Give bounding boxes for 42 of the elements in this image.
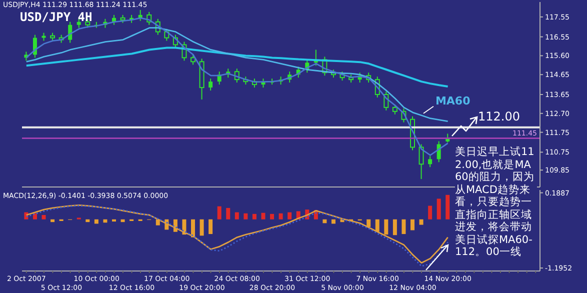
- bar: [278, 213, 283, 220]
- bar: [252, 214, 256, 220]
- bar: [392, 219, 397, 236]
- bar: [366, 219, 371, 227]
- bar: [208, 219, 213, 234]
- bar: [112, 219, 116, 222]
- bar: [288, 212, 292, 220]
- bar: [270, 214, 274, 220]
- candlestick: [418, 144, 424, 180]
- bar: [419, 219, 424, 225]
- bar: [94, 219, 98, 224]
- bar: [446, 194, 450, 220]
- ref-line-label: 112.00: [478, 109, 520, 124]
- bar: [436, 198, 441, 220]
- bar: [410, 219, 414, 230]
- candlestick: [208, 78, 213, 92]
- bar: [191, 219, 196, 238]
- bar: [86, 219, 90, 222]
- candlestick: [68, 21, 72, 44]
- text: 美日迟早上试112.00,也就是MA60的阻力，因为从MACD趋势来看，只要趋势一直指向正轴区域进发，将会带动美日试探MA60-112。00一线: [455, 146, 534, 258]
- candlestick: [428, 156, 432, 168]
- bar: [402, 219, 406, 234]
- bar: [103, 219, 108, 223]
- bar: [331, 219, 336, 224]
- bar: [42, 215, 46, 220]
- text: USD/JPY 4H: [20, 10, 92, 24]
- bar: [261, 212, 266, 220]
- bar: [234, 212, 239, 220]
- bar: [32, 213, 37, 220]
- bar: [50, 219, 55, 222]
- bar: [217, 206, 222, 220]
- bar: [200, 219, 204, 236]
- series-label: MA60: [435, 94, 471, 108]
- bar: [120, 219, 125, 222]
- bar: [428, 206, 432, 220]
- bar: [384, 219, 388, 235]
- bar: [375, 219, 380, 232]
- bar: [156, 219, 160, 226]
- bar: [244, 213, 248, 220]
- bar: [226, 208, 230, 220]
- bar: [322, 219, 327, 224]
- candlestick: [190, 54, 196, 66]
